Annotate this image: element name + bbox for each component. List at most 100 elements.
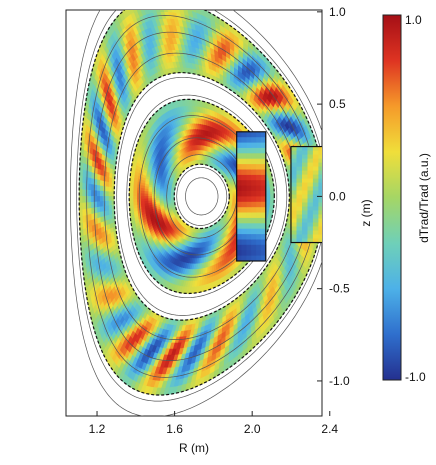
heat-cell [132, 189, 138, 194]
array-cell [236, 164, 242, 170]
x-tick-label: 1.2 [89, 422, 106, 436]
array-cell [318, 214, 322, 219]
array-cell [307, 210, 314, 215]
array-cell [246, 191, 252, 197]
array-cell [302, 154, 308, 160]
array-cell [312, 162, 319, 168]
array-cell [318, 150, 322, 156]
array-cell [236, 180, 242, 187]
array-cell [312, 226, 319, 231]
array-cell [251, 131, 257, 138]
heat-cell [99, 185, 103, 192]
array-cell [256, 142, 262, 149]
array-cell [256, 131, 262, 138]
array-cell [296, 214, 303, 219]
heat-cell [176, 0, 182, 8]
array-cell [307, 158, 314, 164]
array-cell [246, 180, 252, 187]
array-cell [291, 166, 297, 172]
array-cell [307, 226, 314, 231]
array-cell [246, 131, 252, 138]
array-cell [251, 244, 257, 251]
array-cell [302, 210, 308, 215]
array-cell [312, 218, 319, 223]
array-cell [318, 226, 322, 231]
colorbar-max-label: 1.0 [405, 13, 422, 27]
array-cell [236, 244, 242, 251]
array-cell [307, 170, 314, 176]
heat-cell [90, 190, 95, 197]
array-cell [246, 169, 252, 176]
array-cell [291, 198, 297, 203]
array-cell [241, 234, 247, 240]
colorbar-min-label: -1.0 [405, 370, 426, 384]
array-cell [251, 174, 257, 181]
heat-cell [90, 201, 95, 209]
array-cell [296, 170, 303, 176]
array-cell [307, 234, 314, 239]
array-cell [296, 166, 303, 172]
heat-cell [140, 193, 145, 197]
heat-cell [266, 196, 271, 200]
heat-cell [105, 191, 109, 197]
heat-cell [96, 196, 100, 203]
array-cell [318, 234, 322, 239]
array-cell [296, 194, 303, 199]
array-cell [251, 185, 257, 192]
array-cell [312, 186, 319, 191]
array-cell [307, 206, 314, 211]
array-cell [246, 201, 252, 208]
array-cell [302, 202, 308, 207]
array-cell [241, 174, 247, 181]
array-cell [318, 182, 322, 188]
array-cell [246, 174, 252, 181]
array-cell [302, 162, 308, 168]
array-cell [246, 196, 252, 203]
array-cell [291, 154, 297, 160]
heat-cell [137, 1, 143, 9]
array-cell [246, 207, 252, 214]
array-cell [307, 190, 314, 195]
array-cell [312, 206, 319, 211]
array-cell [312, 222, 319, 227]
array-cell [241, 223, 247, 230]
heat-cell [168, 0, 174, 6]
array-cell [318, 162, 322, 168]
heat-cell [87, 189, 92, 197]
array-cell [251, 147, 257, 154]
array-cell [241, 207, 247, 214]
array-cell [318, 174, 322, 180]
array-cell [307, 182, 314, 188]
heat-cell [87, 177, 92, 185]
array-cell [241, 212, 247, 219]
array-cell [302, 218, 308, 223]
array-cell [256, 196, 262, 203]
array-cell [241, 164, 247, 170]
array-cell [296, 150, 303, 156]
array-cell [312, 190, 319, 195]
heat-cell [105, 176, 110, 183]
heat-cell [141, 0, 147, 8]
heat-cell [152, 0, 158, 5]
array-cell [296, 146, 303, 152]
array-cell [236, 131, 242, 138]
array-cell [318, 202, 322, 207]
heat-cell [87, 208, 92, 216]
heat-cell [81, 182, 86, 191]
array-cell [256, 207, 262, 214]
heat-cell [144, 0, 150, 7]
array-cell [307, 146, 314, 152]
array-cell [251, 223, 257, 230]
array-cell [256, 234, 262, 240]
heat-cell [105, 181, 109, 188]
array-cell [256, 174, 262, 181]
array-cell [241, 153, 247, 160]
heat-cell [81, 196, 86, 204]
array-cell [302, 170, 308, 176]
array-cell [236, 201, 242, 208]
heat-cell [147, 193, 152, 197]
array-cell [302, 158, 308, 164]
array-cell [302, 222, 308, 227]
array-cell [256, 147, 262, 154]
array-cell [296, 178, 303, 184]
